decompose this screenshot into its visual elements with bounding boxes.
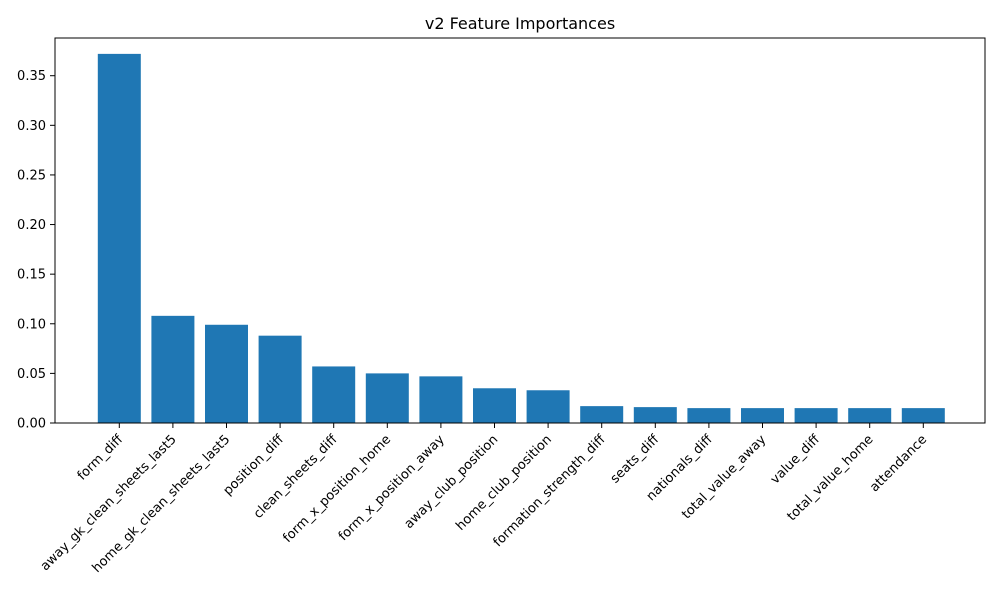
bar-form-diff (97, 53, 141, 423)
bar-total-value-away (741, 408, 784, 423)
bar-total-value-home (848, 408, 892, 423)
chart-title: v2 Feature Importances (425, 14, 615, 33)
bar-away-gk-clean-sheets-last5 (151, 315, 195, 423)
bars-layer (97, 53, 945, 423)
y-tick-label: 0.15 (17, 268, 46, 283)
bar-nationals-diff (687, 408, 731, 423)
bar-position-diff (258, 335, 302, 423)
bar-seats-diff (633, 407, 677, 423)
bar-home-gk-clean-sheets-last5 (205, 324, 248, 423)
bar-formation-strength-diff (580, 406, 624, 423)
y-axis: 0.00 0.05 0.10 0.15 0.20 0.25 0.30 0.35 (17, 69, 55, 432)
y-tick-label: 0.00 (17, 417, 46, 432)
bar-value-diff (794, 408, 838, 423)
y-tick-label: 0.25 (17, 168, 46, 183)
y-tick-label: 0.20 (17, 218, 46, 233)
y-tick-label: 0.35 (17, 69, 46, 84)
y-tick-label: 0.05 (17, 367, 46, 382)
bar-form-x-position-home (365, 373, 409, 423)
bar-attendance (901, 408, 945, 423)
y-tick-label: 0.30 (17, 119, 46, 134)
bar-clean-sheets-diff (312, 366, 356, 423)
plot-frame (54, 37, 986, 424)
y-tick-label: 0.10 (17, 317, 46, 332)
bar-home-club-position (526, 390, 570, 423)
bar-away-club-position (473, 388, 516, 423)
bar-form-x-position-away (419, 376, 463, 423)
